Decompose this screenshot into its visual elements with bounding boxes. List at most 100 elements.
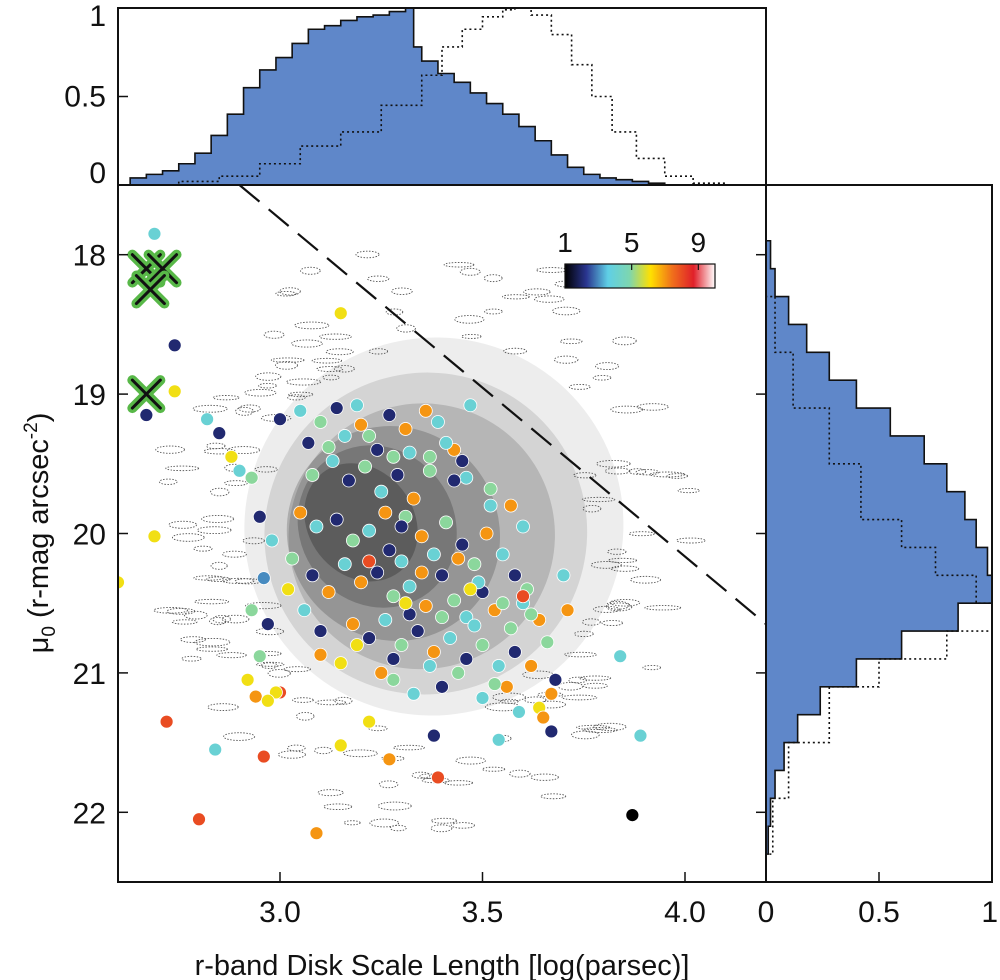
scatter-point (422, 659, 437, 673)
scatter-point (240, 672, 255, 687)
density-level-5 (297, 445, 457, 608)
outer-contour-fragment (503, 347, 528, 355)
outer-contour-fragment (255, 627, 285, 636)
outer-contour-fragment (318, 333, 352, 340)
outer-contour-fragment (245, 602, 282, 610)
outer-contour-fragment (158, 478, 178, 485)
scatter-point (378, 505, 393, 520)
outer-contour-fragment (483, 274, 503, 283)
scatter-point (244, 603, 259, 618)
outer-contour-fragment (192, 404, 228, 413)
outer-contour-fragment (333, 365, 355, 373)
outer-contour-fragment (300, 266, 321, 275)
scatter-point (414, 529, 429, 544)
outer-contour-fragment (595, 362, 620, 371)
outer-contour-fragment (255, 372, 282, 381)
scatter-point (345, 617, 360, 632)
outer-contour-fragment (523, 288, 551, 296)
scatter-point (398, 422, 413, 436)
outer-contour-fragment (260, 662, 278, 669)
outer-contour-fragment (393, 744, 425, 751)
outer-contour-fragment (334, 696, 353, 705)
scatter-point (439, 515, 453, 530)
outer-contour-fragment (509, 769, 531, 778)
outer-contour-fragment (270, 357, 305, 363)
scatter-point (333, 306, 348, 321)
x-tick-label: 3.0 (259, 896, 301, 929)
scatter-point (264, 533, 279, 548)
outer-contour-fragment (295, 711, 315, 721)
outer-contour-fragment (389, 824, 407, 832)
right-histogram: 0 0.5 1 (758, 184, 998, 929)
x-tick-label: 3.5 (462, 896, 504, 929)
outer-contour-fragment (210, 487, 230, 497)
outer-contour-fragment (443, 780, 474, 786)
outer-contour-fragment (593, 722, 627, 731)
outer-contour-fragment (530, 773, 559, 781)
scatter-point (244, 470, 259, 485)
scatter-point (358, 459, 372, 474)
scatter-point (260, 617, 275, 632)
outer-contour-fragment (316, 366, 344, 372)
scatter-point (426, 728, 441, 743)
y-axis-title-superscript: -2 (21, 422, 42, 439)
outer-contour-fragment (311, 357, 343, 364)
outer-contour-fragment (221, 577, 255, 584)
outer-contour-fragment (315, 699, 347, 706)
scatter-point (337, 429, 352, 443)
outer-contour-fragment (377, 801, 412, 811)
scatter-point (309, 519, 324, 534)
scatter-point (386, 652, 401, 666)
outer-contour-fragment (206, 576, 231, 582)
outer-contour-fragment (604, 467, 631, 475)
outer-contour-fragment (553, 355, 579, 364)
scatter-point (329, 401, 344, 415)
scatter-point (362, 429, 377, 443)
scatter-point (159, 714, 174, 729)
scatter-point (544, 686, 559, 701)
scatter-point (285, 551, 300, 566)
outer-contour-fragment (209, 617, 227, 626)
scatter-point (633, 728, 648, 743)
colorbar-tick-label: 1 (557, 227, 573, 258)
y-axis-title-subscript: 0 (39, 626, 60, 637)
scatter-point (256, 571, 271, 586)
scatter-point (192, 812, 206, 827)
scatter-point (524, 659, 538, 673)
outer-contour-fragment (430, 824, 453, 833)
outer-contour-fragment (450, 822, 475, 829)
outer-contour-fragment (391, 287, 413, 295)
scatter-point (467, 557, 482, 572)
outer-contour-fragment (443, 262, 475, 268)
outer-contour-fragment (222, 550, 247, 558)
scatter-point (495, 547, 510, 562)
scatter-point (281, 582, 296, 597)
outer-contour-fragment (165, 465, 200, 472)
colorbar: 1 5 9 (557, 227, 716, 289)
scatter-point (487, 677, 502, 691)
outer-contour-fragment (275, 360, 298, 370)
outer-contour-fragment (381, 755, 405, 762)
scatter-point (475, 638, 490, 652)
scatter-point (378, 613, 393, 627)
outer-contour-fragment (207, 703, 239, 711)
scatter-point (224, 449, 239, 464)
outer-contour-fragment (502, 294, 530, 300)
top-y-tick-label: 0 (89, 157, 106, 190)
scatter-point (370, 442, 385, 457)
scatter-point (390, 468, 405, 482)
outer-contour-fragment (235, 406, 254, 416)
x-tick-label: 4.0 (664, 896, 706, 929)
scatter-point (382, 408, 397, 422)
outer-contour-fragment (314, 746, 333, 755)
y-tick-label: 22 (73, 797, 106, 830)
outer-contour-fragment (291, 339, 323, 348)
outer-contour-fragment (628, 531, 655, 537)
outer-contour-fragment (455, 756, 486, 765)
scatter-point (524, 607, 538, 622)
outer-contour-fragment (628, 468, 647, 475)
outer-contour-fragment (258, 382, 277, 389)
top-y-tick-label: 1 (89, 0, 106, 33)
outer-contour-fragment (561, 694, 598, 701)
scatter-point (341, 473, 356, 488)
